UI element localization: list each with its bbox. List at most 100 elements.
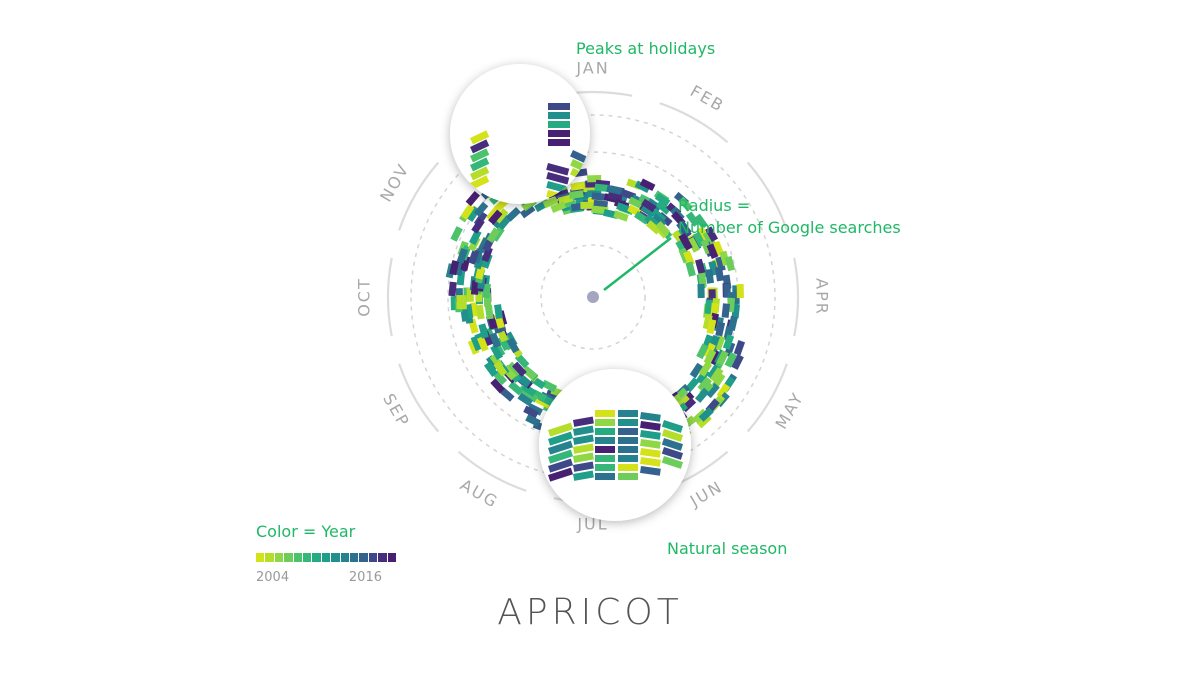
legend-swatch — [359, 553, 368, 562]
heatmap-cell — [469, 229, 482, 246]
heatmap-cell — [490, 344, 504, 361]
magnified-cell — [618, 464, 638, 471]
heatmap-cell — [512, 361, 527, 377]
heatmap-cell — [736, 283, 744, 299]
heatmap-cell — [704, 299, 713, 315]
heatmap-cell — [715, 321, 726, 337]
heatmap-cell — [493, 360, 508, 377]
legend-end-year: 2016 — [348, 570, 382, 585]
magnified-cell — [570, 149, 590, 164]
magnified-cell — [640, 412, 661, 422]
annotation-holidays: Peaks at holidays — [576, 39, 716, 58]
heatmap-cell — [716, 350, 729, 366]
heatmap-cell — [685, 211, 700, 227]
magnified-cell — [595, 464, 615, 471]
magnified-cell — [469, 166, 490, 181]
heatmap-cell — [731, 354, 744, 370]
legend-start-year: 2004 — [256, 570, 290, 585]
magnified-cell — [595, 437, 615, 444]
magnified-cell — [640, 448, 661, 458]
heatmap-cell — [697, 283, 705, 299]
heatmap-cell — [460, 306, 470, 322]
magnified-cell — [548, 440, 573, 455]
month-arc — [386, 257, 393, 337]
heatmap-cell — [486, 227, 501, 243]
heatmap-cell — [634, 180, 651, 193]
magnified-cell — [595, 446, 615, 453]
heatmap-cell — [506, 337, 520, 354]
month-arc — [457, 450, 527, 492]
heatmap-cell — [505, 206, 521, 222]
heatmap-cell — [541, 379, 558, 393]
heatmap-cell — [703, 349, 717, 365]
heatmap-cell — [465, 191, 481, 207]
month-label-jun: JUN — [686, 477, 726, 511]
legend-swatch — [321, 553, 331, 562]
heatmap-cell — [713, 335, 726, 351]
month-label-oct: OCT — [355, 277, 374, 317]
heatmap-cell — [508, 380, 524, 396]
magnified-cell — [470, 130, 490, 145]
magnified-cell — [548, 139, 570, 146]
magnified-cell — [595, 419, 615, 426]
reference-ring — [540, 244, 646, 350]
heatmap-cell — [471, 218, 485, 234]
heatmap-cell — [698, 361, 713, 377]
heatmap-cell — [499, 387, 515, 402]
heatmap-cell — [449, 260, 460, 276]
heatmap-cell — [685, 261, 696, 277]
heatmap-cell — [481, 246, 493, 263]
legend-title: Color = Year — [256, 522, 356, 541]
heatmap-cell — [450, 226, 463, 242]
legend-swatch — [387, 553, 397, 562]
heatmap-cell — [706, 243, 719, 260]
heatmap-cell — [494, 304, 503, 320]
heatmap-cell — [591, 205, 606, 215]
heatmap-cell — [523, 405, 539, 419]
heatmap-cell — [468, 249, 480, 265]
heatmap-cell — [475, 304, 485, 320]
annotation-radius-line1: Radius = — [678, 196, 751, 215]
heatmap-cell — [527, 403, 544, 416]
magnified-cell — [618, 410, 638, 417]
magnified-cell — [548, 467, 573, 482]
month-label-jan: JAN — [575, 59, 609, 78]
magnified-cell — [573, 416, 594, 427]
magnified-cell — [469, 148, 490, 163]
heatmap-cell — [488, 209, 503, 225]
magnified-cell — [573, 461, 594, 472]
heatmap-cell — [489, 332, 502, 349]
magnified-cell — [546, 162, 570, 176]
heatmap-cell — [634, 211, 650, 225]
month-arc — [398, 363, 440, 433]
month-arc — [398, 161, 440, 231]
heatmap-cell — [448, 281, 457, 297]
heatmap-cell — [478, 323, 489, 339]
month-label-may: MAY — [772, 389, 808, 433]
heatmap-cell — [484, 304, 494, 320]
legend-swatch — [274, 553, 284, 562]
month-arc — [659, 102, 729, 144]
heatmap-cell — [507, 361, 522, 377]
heatmap-cell — [542, 196, 559, 209]
month-arc — [746, 161, 788, 231]
heatmap-cell — [580, 201, 595, 210]
magnified-cell — [618, 419, 638, 426]
heatmap-cell — [456, 248, 468, 264]
heatmap-cell — [568, 190, 584, 200]
magnified-cell — [661, 420, 684, 433]
heatmap-cell — [473, 201, 489, 217]
legend-swatch — [303, 553, 312, 562]
magnified-cell — [548, 449, 573, 464]
heatmap-cell — [694, 213, 709, 230]
heatmap-cell — [525, 414, 541, 427]
reference-ring — [410, 114, 776, 480]
month-arc — [746, 363, 788, 433]
legend-swatch — [378, 553, 387, 562]
heatmap-cell — [709, 367, 724, 383]
month-label-nov: NOV — [376, 160, 413, 205]
heatmap-cell — [639, 178, 656, 192]
magnified-cell — [548, 458, 573, 473]
month-label-feb: FEB — [687, 81, 728, 116]
heatmap-cell — [655, 200, 671, 215]
